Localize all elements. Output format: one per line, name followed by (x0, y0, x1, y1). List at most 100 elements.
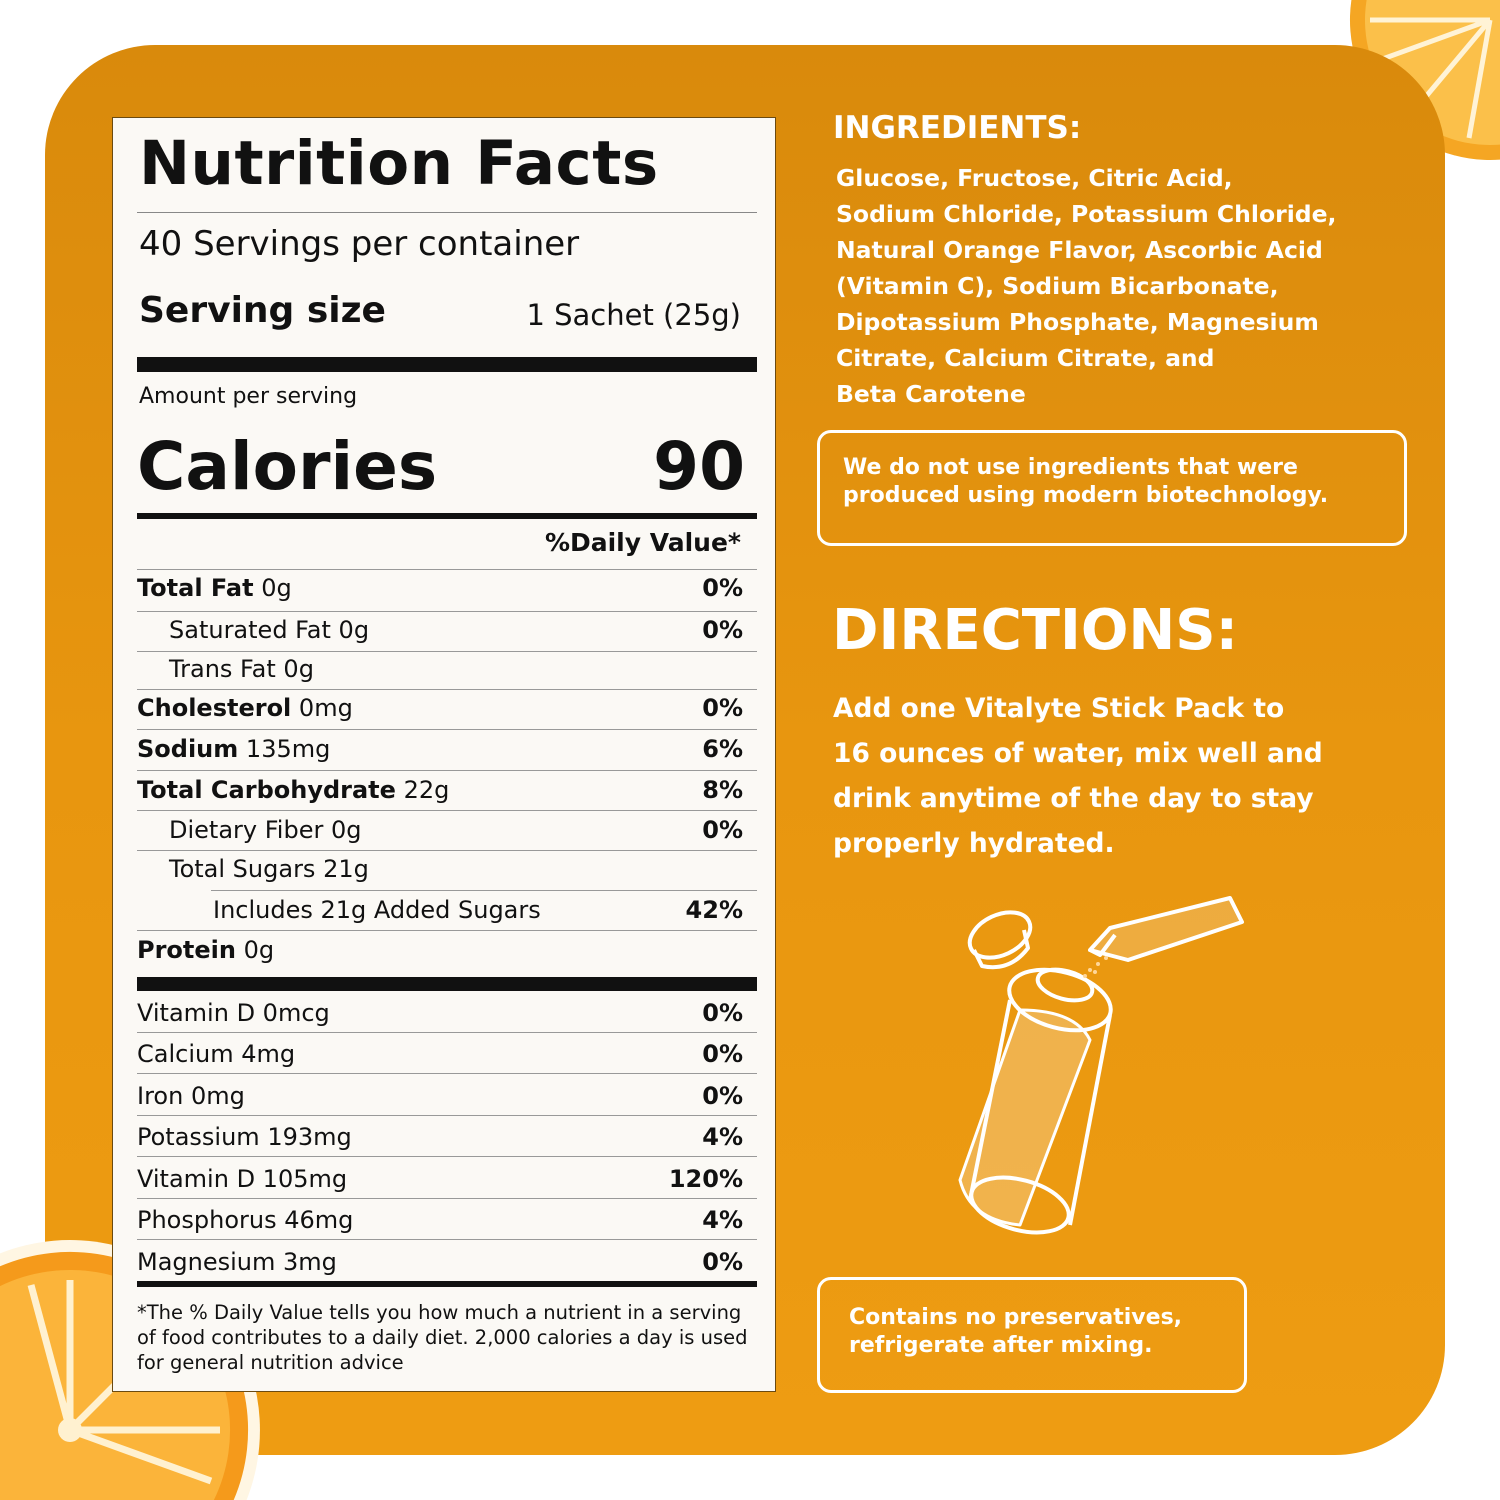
micronutrient-name: Calcium 4mg (137, 1040, 296, 1068)
row-divider (137, 1198, 757, 1199)
biotech-notice-box (817, 430, 1407, 546)
nutrient-row: Sodium 135mg 6% (137, 729, 743, 769)
ingredients-line: Citrate, Calcium Citrate, and (836, 344, 1215, 372)
nutrient-amount: 0g (338, 616, 370, 644)
daily-value-header: %Daily Value* (544, 528, 741, 557)
nutrient-amount: 0mg (298, 694, 353, 722)
ingredients-line: Glucose, Fructose, Citric Acid, (836, 164, 1233, 192)
row-divider (137, 1032, 757, 1033)
ingredients-line: Beta Carotene (836, 380, 1026, 408)
daily-value: 120% (668, 1165, 743, 1193)
row-divider (137, 651, 757, 652)
nutrient-name: Sodium (137, 735, 239, 763)
nutrient-name: Total Fat (137, 574, 254, 602)
row-divider (137, 569, 757, 570)
preservatives-notice-text: Contains no preservatives, refrigerate a… (849, 1304, 1182, 1360)
servings-per-container: 40 Servings per container (139, 224, 580, 264)
nutrient-amount: 0g (283, 655, 314, 683)
daily-value: 42% (685, 896, 743, 924)
row-divider (137, 810, 757, 811)
nutrient-row: Dietary Fiber 0g 0% (137, 810, 743, 850)
row-divider (137, 1239, 757, 1240)
nutrient-amount: 0g (330, 816, 362, 844)
directions-heading: DIRECTIONS: (832, 598, 1239, 663)
notice-line: We do not use ingredients that were (843, 455, 1298, 480)
divider (137, 212, 757, 213)
directions-line: 16 ounces of water, mix well and (833, 738, 1323, 769)
micronutrient-name: Vitamin D 0mcg (137, 999, 330, 1027)
daily-value: 4% (702, 1206, 743, 1234)
nutrient-amount: 22g (403, 776, 450, 804)
row-divider (137, 611, 757, 612)
notice-line: refrigerate after mixing. (849, 1333, 1153, 1358)
nutrient-amount: 135mg (245, 735, 331, 763)
calories-label: Calories (137, 428, 438, 505)
bottle-and-stick-pack-illustration (958, 896, 1244, 1235)
daily-value: 0% (702, 816, 743, 844)
micronutrient-name: Vitamin D 105mg (137, 1165, 348, 1193)
orange-slice-image (1339, 0, 1500, 171)
nutrient-name: Cholesterol (137, 694, 292, 722)
micronutrient-name: Phosphorus 46mg (137, 1206, 354, 1234)
nutrient-amount: 21g (323, 855, 369, 883)
ingredients-line: Dipotassium Phosphate, Magnesium (836, 308, 1319, 336)
row-divider (137, 1115, 757, 1116)
nutrient-row: Protein 0g (137, 930, 743, 970)
daily-value: 0% (702, 1082, 743, 1110)
row-divider (137, 930, 757, 931)
daily-value: 0% (702, 999, 743, 1027)
row-divider (211, 890, 757, 891)
thick-divider (137, 977, 757, 991)
row-divider (137, 850, 757, 851)
row-divider (137, 1156, 757, 1157)
nutrient-name: Total Sugars (169, 855, 316, 883)
row-divider (137, 689, 757, 690)
serving-size-value: 1 Sachet (25g) (526, 298, 741, 332)
daily-value: 8% (702, 776, 743, 804)
daily-value-footnote: *The % Daily Value tells you how much a … (137, 1301, 748, 1374)
directions-line: Add one Vitalyte Stick Pack to (833, 693, 1285, 724)
nutrient-name: Trans Fat (169, 655, 276, 683)
calories-value: 90 (653, 428, 745, 505)
notice-line: Contains no preservatives, (849, 1305, 1183, 1330)
notice-line: produced using modern biotechnology. (843, 483, 1329, 508)
ingredients-heading: INGREDIENTS: (833, 110, 1082, 146)
nutrient-name: Protein (137, 936, 236, 964)
nutrient-name: Dietary Fiber (169, 816, 324, 844)
micronutrient-row: Phosphorus 46mg 4% (137, 1200, 743, 1240)
nutrient-name: Total Carbohydrate (137, 776, 396, 804)
micronutrient-name: Iron 0mg (137, 1082, 245, 1110)
nutrient-row: Trans Fat 0g (137, 649, 743, 689)
nutrient-amount: 0g (243, 936, 275, 964)
ingredients-line: Sodium Chloride, Potassium Chloride, (836, 200, 1337, 228)
daily-value: 0% (702, 694, 743, 722)
daily-value: 0% (702, 1248, 743, 1276)
thick-divider (137, 1281, 757, 1287)
nutrient-row: Total Sugars 21g (137, 849, 743, 889)
amount-per-serving: Amount per serving (139, 384, 358, 409)
nutrient-row: Total Carbohydrate 22g 8% (137, 770, 743, 810)
thick-divider (137, 357, 757, 372)
nutrient-name: Includes 21g Added Sugars (213, 896, 541, 924)
micronutrient-row: Vitamin D 105mg 120% (137, 1159, 743, 1199)
row-divider (137, 729, 757, 730)
directions-text: Add one Vitalyte Stick Pack to 16 ounces… (833, 686, 1323, 866)
micronutrient-row: Magnesium 3mg 0% (137, 1242, 743, 1282)
preservatives-notice-box (817, 1277, 1247, 1393)
nutrient-row: Saturated Fat 0g 0% (137, 610, 743, 650)
biotech-notice-text: We do not use ingredients that were prod… (843, 454, 1328, 510)
row-divider (137, 1073, 757, 1074)
directions-line: properly hydrated. (833, 828, 1115, 859)
micronutrient-row: Vitamin D 0mcg 0% (137, 993, 743, 1033)
micronutrient-name: Magnesium 3mg (137, 1248, 337, 1276)
nutrient-row: Total Fat 0g 0% (137, 568, 743, 608)
daily-value: 4% (702, 1123, 743, 1151)
nutrition-facts-label: Nutrition Facts 40 Servings per containe… (112, 117, 776, 1392)
micronutrient-name: Potassium 193mg (137, 1123, 352, 1151)
nutrient-row: Cholesterol 0mg 0% (137, 688, 743, 728)
directions-line: drink anytime of the day to stay (833, 783, 1314, 814)
daily-value: 6% (702, 735, 743, 763)
ingredients-line: (Vitamin C), Sodium Bicarbonate, (836, 272, 1279, 300)
ingredients-list: Glucose, Fructose, Citric Acid, Sodium C… (836, 160, 1336, 412)
micronutrient-row: Calcium 4mg 0% (137, 1034, 743, 1074)
